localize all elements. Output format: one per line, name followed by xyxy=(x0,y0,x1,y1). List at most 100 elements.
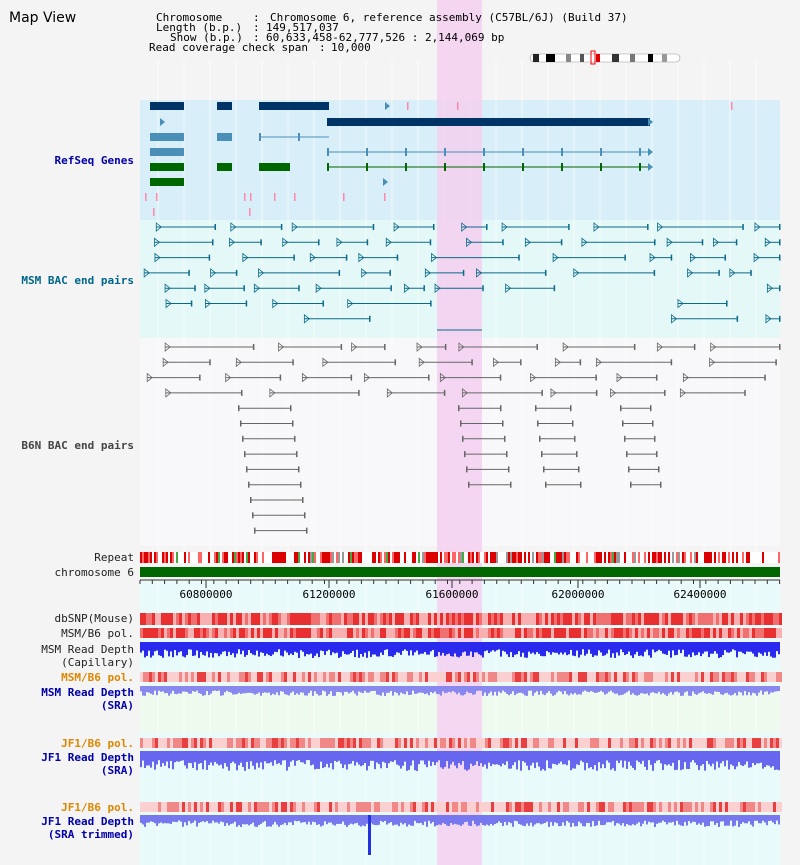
jf1-sra-depth xyxy=(776,751,778,770)
msm-sra-depth xyxy=(638,686,640,695)
jf1-sra-depth xyxy=(570,751,572,771)
repeat-segment xyxy=(276,552,278,563)
jf1-trimmed-depth xyxy=(672,815,674,822)
msm-capillary-depth xyxy=(188,642,190,650)
jf1-pol2-heat xyxy=(281,802,284,812)
chromosome-key: Chromosome xyxy=(156,11,223,24)
b6n-bac-end xyxy=(462,435,464,442)
msm-capillary-depth xyxy=(312,642,314,658)
msm-capillary-depth xyxy=(206,642,208,652)
dbsnp-heat xyxy=(548,613,551,625)
msm-capillary-depth xyxy=(410,642,412,651)
dbsnp-heat xyxy=(725,613,728,625)
b6n-bac-end xyxy=(543,466,545,473)
msm-capillary-depth xyxy=(532,642,534,653)
jf1-trimmed-depth xyxy=(322,815,324,826)
repeat-segment xyxy=(186,552,188,563)
msm-pol-heat xyxy=(548,628,551,638)
jf1-pol2-heat xyxy=(251,802,254,812)
jf1-pol-heat xyxy=(284,738,287,748)
dbsnp-heat xyxy=(326,613,329,625)
msm-capillary-depth xyxy=(210,642,212,653)
msm-pol-heat xyxy=(662,628,665,638)
msm-pol2-heat xyxy=(743,672,746,682)
msm-capillary-depth xyxy=(432,642,434,650)
jf1-sra-depth xyxy=(408,751,410,770)
msm-pol-heat xyxy=(398,628,401,638)
gene-exon xyxy=(600,163,602,171)
dbsnp-heat xyxy=(590,613,593,625)
jf1-trimmed-depth xyxy=(760,815,762,824)
msm-sra-depth xyxy=(772,686,774,693)
msm-sra-depth xyxy=(710,686,712,694)
jf1-pol2-heat xyxy=(407,802,410,812)
repeat-segment xyxy=(666,552,668,563)
msm-pol2-heat xyxy=(455,672,458,682)
repeat-segment xyxy=(302,552,304,563)
msm-pol2-heat xyxy=(524,672,527,682)
track-label-msm-bac[interactable]: MSM BAC end pairs xyxy=(21,274,134,287)
jf1-pol2-heat xyxy=(392,802,395,812)
jf1-pol-heat xyxy=(641,738,644,748)
msm-capillary-depth xyxy=(650,642,652,658)
b6n-bac-end xyxy=(616,372,623,383)
msm-sra-depth xyxy=(474,686,476,695)
jf1-sra-depth xyxy=(340,751,342,764)
jf1-trimmed-depth xyxy=(320,815,322,827)
msm-pol2-heat xyxy=(359,672,362,682)
jf1-sra-depth xyxy=(598,751,600,763)
jf1-pol2-heat xyxy=(224,802,227,812)
jf1-trimmed-depth xyxy=(346,815,348,827)
jf1-trimmed-depth xyxy=(272,815,274,825)
jf1-sra-depth xyxy=(272,751,274,766)
msm-sra-depth xyxy=(616,686,618,694)
jf1-trimmed-depth xyxy=(576,815,578,827)
jf1-trimmed-depth xyxy=(592,815,594,822)
msm-pol2-heat xyxy=(479,672,482,682)
repeat-segment xyxy=(452,552,454,563)
b6n-bac-end xyxy=(225,372,232,383)
jf1-pol2-heat xyxy=(371,802,374,812)
jf1-pol-heat xyxy=(155,738,158,748)
msm-capillary-depth xyxy=(550,642,552,655)
jf1-trimmed-depth xyxy=(156,815,158,826)
dbsnp-heat xyxy=(437,613,440,625)
msm-capillary-depth xyxy=(664,642,666,655)
jf1-trimmed-depth xyxy=(770,815,772,821)
jf1-sra-depth xyxy=(178,751,180,762)
jf1-trimmed-depth xyxy=(276,815,278,825)
msm-pol2-heat xyxy=(536,672,539,682)
jf1-sra-depth xyxy=(772,751,774,767)
repeat-segment xyxy=(700,552,702,563)
msm-pol2-heat xyxy=(563,672,566,682)
jf1-sra-depth xyxy=(476,751,478,762)
snp-marker xyxy=(244,193,246,201)
b6n-bac-end xyxy=(248,481,250,488)
jf1-sra-depth xyxy=(540,751,542,771)
track-label-b6n-bac[interactable]: B6N BAC end pairs xyxy=(21,439,134,452)
jf1-trimmed-depth xyxy=(584,815,586,827)
jf1-sra-depth xyxy=(612,751,614,769)
repeat-segment xyxy=(616,552,618,563)
dbsnp-heat xyxy=(779,613,782,625)
jf1-trimmed-depth xyxy=(698,815,700,824)
msm-pol2-heat xyxy=(467,672,470,682)
dbsnp-heat xyxy=(518,613,521,625)
msm-pol2-heat xyxy=(419,672,422,682)
msm-sra-depth xyxy=(170,686,172,694)
repeat-segment xyxy=(662,552,664,563)
msm-capillary-depth xyxy=(398,642,400,653)
msm-pol-heat xyxy=(638,628,641,638)
msm-capillary-depth xyxy=(332,642,334,653)
msm-pol2-heat xyxy=(239,672,242,682)
jf1-pol-heat xyxy=(398,738,401,748)
jf1-sra-depth xyxy=(366,751,368,771)
dbsnp-heat xyxy=(743,613,746,625)
repeat-segment xyxy=(190,552,192,563)
jf1-pol2-heat xyxy=(701,802,704,812)
gene-strand-arrow xyxy=(160,118,165,126)
track-label-refseq[interactable]: RefSeq Genes xyxy=(54,154,134,167)
b6n-bac-end xyxy=(460,420,462,427)
msm-capillary-depth xyxy=(418,642,420,655)
msm-sra-depth xyxy=(504,686,506,693)
